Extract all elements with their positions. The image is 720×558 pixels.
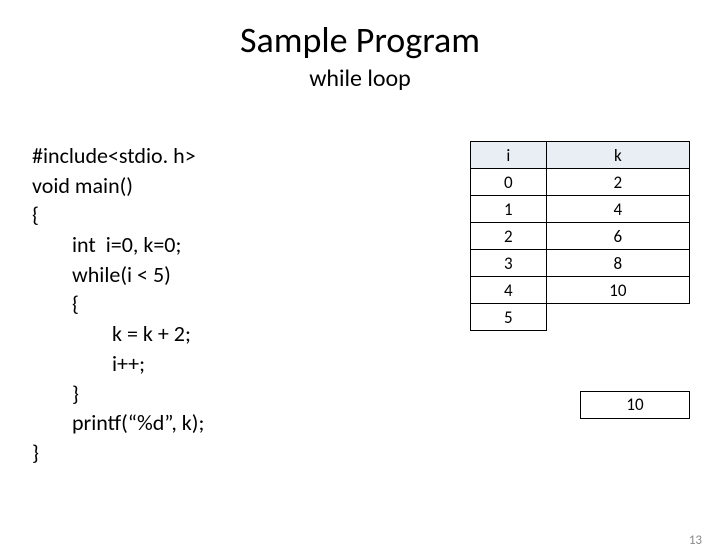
- cell-i: 5: [471, 304, 547, 331]
- code-line: int i=0, k=0;: [32, 230, 430, 260]
- cell-i: 0: [471, 169, 547, 196]
- slide-title: Sample Program: [0, 18, 720, 62]
- code-line: k = k + 2;: [32, 319, 430, 349]
- code-line: #include<stdio. h>: [32, 141, 430, 171]
- code-line: }: [32, 379, 430, 409]
- cell-i: 3: [471, 250, 547, 277]
- slide-subtitle: while loop: [0, 64, 720, 93]
- table-row: 4 10: [471, 277, 690, 304]
- cell-empty: [546, 304, 689, 331]
- cell-k: 4: [546, 196, 689, 223]
- page-number: 13: [689, 533, 702, 548]
- code-line: void main(): [32, 171, 430, 201]
- code-line: while(i < 5): [32, 260, 430, 290]
- table-header-i: i: [471, 142, 547, 169]
- cell-i: 2: [471, 223, 547, 250]
- table-header-row: i k: [471, 142, 690, 169]
- code-line: {: [32, 200, 430, 230]
- table-header-k: k: [546, 142, 689, 169]
- code-line: i++;: [32, 349, 430, 379]
- table-row: 1 4: [471, 196, 690, 223]
- code-line: }: [32, 438, 430, 468]
- cell-k: 2: [546, 169, 689, 196]
- table-row: 5: [471, 304, 690, 331]
- table-row: 2 6: [471, 223, 690, 250]
- code-block: #include<stdio. h> void main() { int i=0…: [32, 141, 430, 468]
- code-line: printf(“%d”, k);: [32, 408, 430, 438]
- cell-i: 4: [471, 277, 547, 304]
- table-row: 3 8: [471, 250, 690, 277]
- code-line: {: [32, 289, 430, 319]
- cell-k: 10: [546, 277, 689, 304]
- result-box: 10: [580, 391, 690, 419]
- content-area: #include<stdio. h> void main() { int i=0…: [0, 141, 720, 468]
- trace-table: i k 0 2 1 4 2 6 3 8 4 10: [470, 141, 690, 331]
- cell-i: 1: [471, 196, 547, 223]
- table-row: 0 2: [471, 169, 690, 196]
- trace-column: i k 0 2 1 4 2 6 3 8 4 10: [430, 141, 690, 468]
- cell-k: 6: [546, 223, 689, 250]
- cell-k: 8: [546, 250, 689, 277]
